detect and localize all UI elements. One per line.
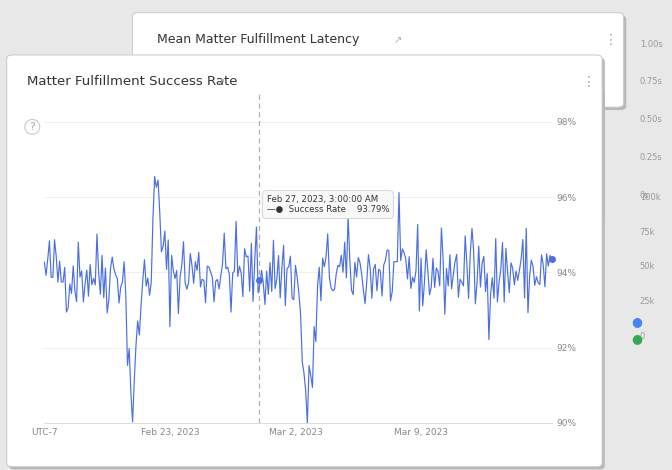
Text: ⋮: ⋮ — [603, 33, 618, 47]
Text: ⋮: ⋮ — [582, 75, 596, 89]
Text: 0: 0 — [640, 331, 645, 341]
Text: 75k: 75k — [640, 227, 655, 236]
Text: 1.00s: 1.00s — [640, 39, 663, 49]
Text: ?: ? — [30, 122, 35, 132]
Text: Matter Fulfillment Success Rate: Matter Fulfillment Success Rate — [27, 75, 237, 88]
Text: ⋮: ⋮ — [582, 106, 596, 120]
Text: 50k: 50k — [640, 262, 655, 271]
Text: 0.25s: 0.25s — [640, 153, 663, 162]
Text: Mean Matter Fulfillment Latency: Mean Matter Fulfillment Latency — [157, 32, 359, 46]
Text: Feb 27, 2023, 3:00:00 AM
—●  Success Rate    93.79%: Feb 27, 2023, 3:00:00 AM —● Success Rate… — [267, 195, 389, 214]
Text: ●: ● — [632, 332, 642, 345]
Text: ↗: ↗ — [393, 35, 401, 45]
Text: 100k: 100k — [640, 193, 661, 202]
Text: Matter Execution Fulfillment - Device Type Breakdown: Matter Execution Fulfillment - Device Ty… — [94, 105, 432, 118]
Text: 0.50s: 0.50s — [640, 115, 663, 124]
Text: 0.75s: 0.75s — [640, 78, 663, 86]
Text: ●: ● — [632, 315, 642, 329]
Text: 25k: 25k — [640, 297, 655, 306]
Text: 0s: 0s — [640, 190, 649, 200]
Text: ↗: ↗ — [217, 77, 225, 87]
Text: ↗: ↗ — [419, 108, 427, 118]
